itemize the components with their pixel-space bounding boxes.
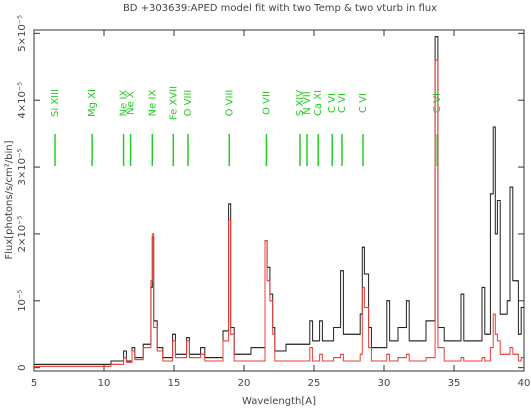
line-label: Ne IX xyxy=(147,90,158,117)
y-tick-label: 4×10⁻⁵ xyxy=(17,82,28,119)
line-label: O VIII xyxy=(183,90,194,117)
line-label: C VI xyxy=(432,93,443,113)
plot-frame xyxy=(33,29,525,372)
chart-title: BD +303639:APED model fit with two Temp … xyxy=(123,3,437,14)
line-label: Fe XVII xyxy=(168,86,179,120)
line-label: Ne X xyxy=(126,91,137,115)
x-tick-label: 40 xyxy=(518,378,531,389)
line-label: Ne IX xyxy=(119,90,130,117)
x-tick-label: 5 xyxy=(31,378,37,389)
line-label: Mg XI xyxy=(87,89,98,117)
line-label: C VI xyxy=(358,93,369,113)
x-tick-label: 15 xyxy=(168,378,181,389)
y-axis-label: Flux[photons/s/cm²/bin] xyxy=(4,140,15,259)
y-tick-label: 10⁻⁵ xyxy=(17,290,28,312)
x-axis-label: Wavelength[A] xyxy=(242,396,316,407)
y-tick-label: 3×10⁻⁵ xyxy=(17,149,28,186)
line-label: Ca XI xyxy=(313,90,324,116)
y-tick-label: 0 xyxy=(17,364,28,370)
step-connector xyxy=(34,36,524,365)
x-tick-label: 20 xyxy=(238,378,251,389)
line-label: O VIII xyxy=(224,90,235,117)
x-tick-label: 35 xyxy=(448,378,461,389)
x-tick-label: 25 xyxy=(308,378,321,389)
x-tick-label: 10 xyxy=(98,378,111,389)
line-label: N VII xyxy=(302,91,313,114)
line-label: C VI xyxy=(337,93,348,113)
y-tick-label: 5×10⁻⁵ xyxy=(17,15,28,52)
x-tick-label: 30 xyxy=(378,378,391,389)
line-label: Si XIII xyxy=(50,89,61,117)
y-tick-label: 2×10⁻⁵ xyxy=(17,216,28,253)
line-label: C VI xyxy=(327,93,338,113)
step-connector xyxy=(34,59,524,367)
line-label: S XIV xyxy=(295,90,306,116)
line-label: O VII xyxy=(261,91,272,115)
